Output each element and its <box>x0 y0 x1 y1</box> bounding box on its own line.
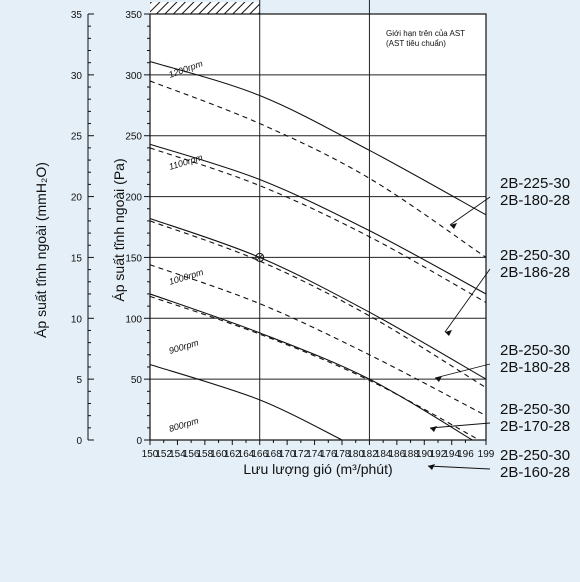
x-minor-tick-label: 152 <box>155 449 172 460</box>
series-line-2 <box>149 80 487 258</box>
model-label-top: 2B-250-30 <box>500 342 570 359</box>
series-line-3 <box>149 143 487 295</box>
x-tick-label: 182 <box>361 449 378 460</box>
x-tick-label: 170 <box>279 449 296 460</box>
model-leader-arrow <box>428 464 435 470</box>
x-tick-label: 174 <box>306 449 323 460</box>
y-tick-label: 150 <box>125 253 142 264</box>
x-minor-tick-label: 184 <box>375 449 392 460</box>
x-tick-label: 194 <box>443 449 460 460</box>
x-minor-tick-label: 192 <box>430 449 447 460</box>
x-minor-tick-label: 160 <box>210 449 227 460</box>
model-leader-line <box>444 268 491 333</box>
model-leader-arrow <box>435 376 442 382</box>
y2-tick-label: 10 <box>71 314 83 325</box>
model-leader-line <box>427 465 491 470</box>
series-line-4 <box>149 147 487 303</box>
x-axis-title: Lưu lượng gió (m³/phút) <box>243 461 392 477</box>
ast-limit-hatch-top <box>150 2 260 14</box>
x-tick-label: 150 <box>142 449 159 460</box>
model-label-top: 2B-225-30 <box>500 175 570 192</box>
y2-tick-label: 5 <box>76 375 82 386</box>
y-tick-label: 300 <box>125 71 142 82</box>
model-label-top: 2B-250-30 <box>500 247 570 264</box>
x-tick-label: 199 <box>478 449 495 460</box>
y-tick-label: 200 <box>125 193 142 204</box>
x-minor-tick-label: 164 <box>238 449 255 460</box>
series-line-8 <box>149 293 473 441</box>
x-tick-label: 178 <box>334 449 351 460</box>
x-minor-tick-label: 180 <box>347 449 364 460</box>
operating-point-marker <box>255 252 265 262</box>
x-minor-tick-label: 196 <box>457 449 474 460</box>
y2-tick-label: 35 <box>71 10 83 21</box>
series-line-7 <box>149 264 487 417</box>
model-leader-line <box>449 196 491 226</box>
operating-point-cross <box>256 254 263 261</box>
model-leader-arrow <box>430 426 437 432</box>
y-tick-label: 350 <box>125 10 142 21</box>
series-line-5 <box>149 217 487 380</box>
model-leader-line <box>429 422 491 429</box>
model-leader-line <box>434 363 491 379</box>
x-minor-tick-label: 156 <box>183 449 200 460</box>
series-line-10 <box>149 364 343 441</box>
y-tick-label: 0 <box>136 436 142 447</box>
x-minor-tick-label: 172 <box>293 449 310 460</box>
plot-background <box>150 14 486 440</box>
y2-tick-label: 20 <box>71 193 83 204</box>
series-line-6 <box>149 220 487 389</box>
x-tick-label: 190 <box>416 449 433 460</box>
model-label-bottom: 2B-170-28 <box>500 418 570 435</box>
y2-tick-label: 30 <box>71 71 83 82</box>
series-line-9 <box>149 295 480 441</box>
y-tick-label: 100 <box>125 314 142 325</box>
model-leader-arrow <box>450 223 457 229</box>
model-label-bottom: 2B-186-28 <box>500 264 570 281</box>
ast-limit-label-line2: (AST tiêu chuẩn) <box>386 39 446 48</box>
x-tick-label: 158 <box>197 449 214 460</box>
x-minor-tick-label: 168 <box>265 449 282 460</box>
ast-limit-label-line1: Giới hạn trên của AST <box>386 29 465 38</box>
series-line-1 <box>149 60 487 216</box>
model-label-bottom: 2B-180-28 <box>500 192 570 209</box>
y2-axis-title: Áp suất tĩnh ngoài (mmH₂O) <box>33 162 49 338</box>
model-label-top: 2B-250-30 <box>500 447 570 464</box>
y2-tick-label: 25 <box>71 132 83 143</box>
model-label-top: 2B-250-30 <box>500 401 570 418</box>
x-minor-tick-label: 176 <box>320 449 337 460</box>
y-tick-label: 250 <box>125 132 142 143</box>
model-label-bottom: 2B-160-28 <box>500 464 570 481</box>
model-leader-arrow <box>445 330 452 336</box>
y-axis-title: Áp suất tĩnh ngoài (Pa) <box>111 158 127 301</box>
x-tick-label: 162 <box>224 449 241 460</box>
x-tick-label: 166 <box>251 449 268 460</box>
x-tick-label: 186 <box>389 449 406 460</box>
x-minor-tick-label: 188 <box>402 449 419 460</box>
plot-frame <box>149 13 487 441</box>
x-tick-label: 154 <box>169 449 186 460</box>
model-label-bottom: 2B-180-28 <box>500 359 570 376</box>
y2-tick-label: 0 <box>76 436 82 447</box>
y2-tick-label: 15 <box>71 253 83 264</box>
y-tick-label: 50 <box>131 375 143 386</box>
